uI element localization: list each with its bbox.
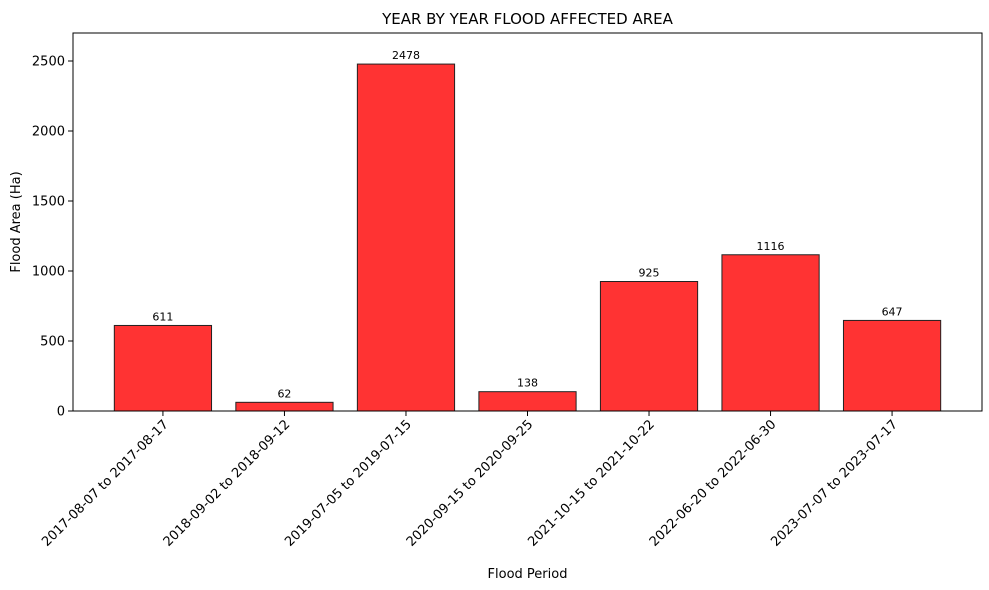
y-tick-label: 2500 xyxy=(32,55,65,70)
bar-value-label: 647 xyxy=(882,305,903,318)
bar xyxy=(478,391,577,412)
y-tick-label: 500 xyxy=(40,335,65,350)
x-axis-label: Flood Period xyxy=(488,567,568,582)
x-tick-label: 2019-07-05 to 2019-07-15 xyxy=(282,417,415,550)
plot-frame xyxy=(72,32,983,412)
bar xyxy=(113,324,213,412)
y-tick-label: 2000 xyxy=(32,125,65,140)
x-tick-label: 2022-06-20 to 2022-06-30 xyxy=(647,417,780,550)
y-tick-label: 1000 xyxy=(32,265,65,280)
chart-title: YEAR BY YEAR FLOOD AFFECTED AREA xyxy=(381,10,674,28)
bar xyxy=(235,401,334,412)
bar xyxy=(356,63,456,412)
bar-value-label: 1116 xyxy=(757,240,785,253)
bar-value-label: 2478 xyxy=(392,49,420,62)
bar xyxy=(599,281,699,412)
bar xyxy=(721,254,820,412)
x-tick-label: 2018-09-02 to 2018-09-12 xyxy=(161,417,294,550)
plot-area: 611 62 2478 138 925 1116 647 0 500 1000 1500 2000 25… xyxy=(32,49,942,550)
x-tick-label: 2020-09-15 to 2020-09-25 xyxy=(404,417,537,550)
y-axis-label: Flood Area (Ha) xyxy=(9,171,24,272)
y-tick-label: 1500 xyxy=(32,195,65,210)
x-tick-label: 2017-08-07 to 2017-08-17 xyxy=(39,417,172,550)
bar-value-label: 62 xyxy=(277,387,291,400)
bar-value-label: 611 xyxy=(152,310,173,323)
bar-value-label: 925 xyxy=(639,267,660,280)
y-tick-label: 0 xyxy=(57,405,65,420)
bar xyxy=(842,319,942,412)
x-tick-label: 2021-10-15 to 2021-10-22 xyxy=(525,417,658,550)
bar-value-label: 138 xyxy=(517,377,538,390)
x-tick-label: 2023-07-07 to 2023-07-17 xyxy=(768,417,901,550)
